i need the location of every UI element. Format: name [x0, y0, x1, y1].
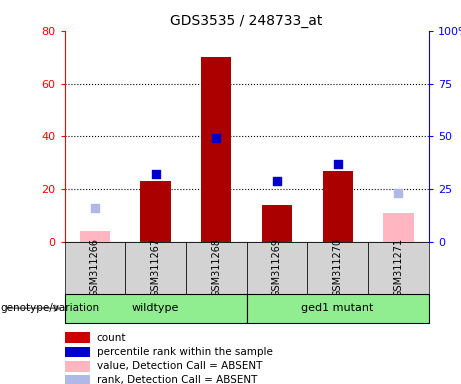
Bar [186, 242, 247, 294]
Bar [247, 294, 429, 323]
Text: ged1 mutant: ged1 mutant [301, 303, 374, 313]
Text: percentile rank within the sample: percentile rank within the sample [97, 347, 273, 357]
Text: count: count [97, 333, 126, 343]
Point [395, 190, 402, 197]
Text: GSM311268: GSM311268 [211, 238, 221, 297]
Text: GSM311271: GSM311271 [393, 238, 403, 297]
Text: GSM311269: GSM311269 [272, 238, 282, 297]
Point [213, 136, 220, 142]
Bar [307, 242, 368, 294]
Bar [65, 332, 90, 343]
Bar [80, 231, 110, 242]
Bar [383, 213, 414, 242]
Bar [65, 375, 90, 384]
Point [152, 171, 160, 177]
Text: wildtype: wildtype [132, 303, 179, 313]
Point [273, 178, 281, 184]
Text: rank, Detection Call = ABSENT: rank, Detection Call = ABSENT [97, 376, 257, 384]
Title: GDS3535 / 248733_at: GDS3535 / 248733_at [171, 14, 323, 28]
Text: GSM311266: GSM311266 [90, 238, 100, 297]
Text: GSM311267: GSM311267 [151, 238, 160, 297]
Point [91, 205, 99, 211]
Text: value, Detection Call = ABSENT: value, Detection Call = ABSENT [97, 361, 262, 371]
Bar [65, 294, 247, 323]
Bar [65, 346, 90, 357]
Text: genotype/variation: genotype/variation [0, 303, 99, 313]
Bar [65, 361, 90, 371]
Point [334, 161, 341, 167]
Bar [65, 242, 125, 294]
Bar [125, 242, 186, 294]
Bar [262, 205, 292, 242]
Text: GSM311270: GSM311270 [333, 238, 343, 297]
Bar [201, 57, 231, 242]
Bar [247, 242, 307, 294]
Bar [323, 170, 353, 242]
Bar [141, 181, 171, 242]
Bar [368, 242, 429, 294]
